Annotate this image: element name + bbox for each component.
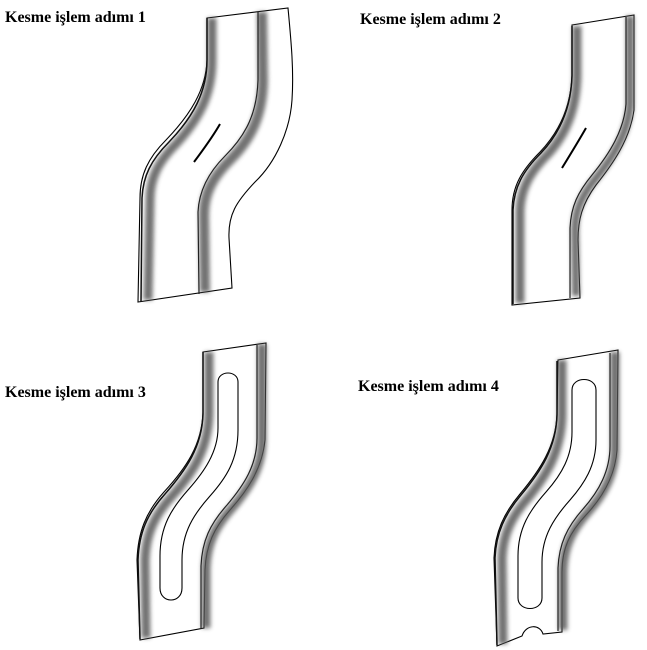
right-wall	[201, 344, 267, 628]
cut-slit	[193, 123, 221, 163]
left-wall	[143, 18, 217, 301]
part-outline	[511, 14, 635, 306]
right-wall	[558, 352, 620, 630]
part-step-3	[136, 342, 267, 641]
left-wall	[497, 360, 567, 645]
part-outline	[137, 7, 294, 303]
left-wall	[140, 352, 214, 639]
part-step-4	[493, 349, 620, 647]
step-1-caption: Kesme işlem adımı 1	[5, 9, 146, 26]
step-2-caption: Kesme işlem adımı 2	[360, 11, 501, 28]
left-wall	[515, 26, 582, 303]
part-step-1	[137, 7, 294, 303]
step-4-caption: Kesme işlem adımı 4	[358, 378, 499, 395]
cut-slit	[561, 127, 587, 169]
right-wall	[198, 11, 269, 293]
slot-cutout	[159, 372, 239, 601]
slot-cutout	[517, 378, 597, 610]
part-step-2	[511, 14, 635, 306]
right-wall	[570, 16, 634, 297]
step-3-caption: Kesme işlem adımı 3	[5, 384, 146, 401]
